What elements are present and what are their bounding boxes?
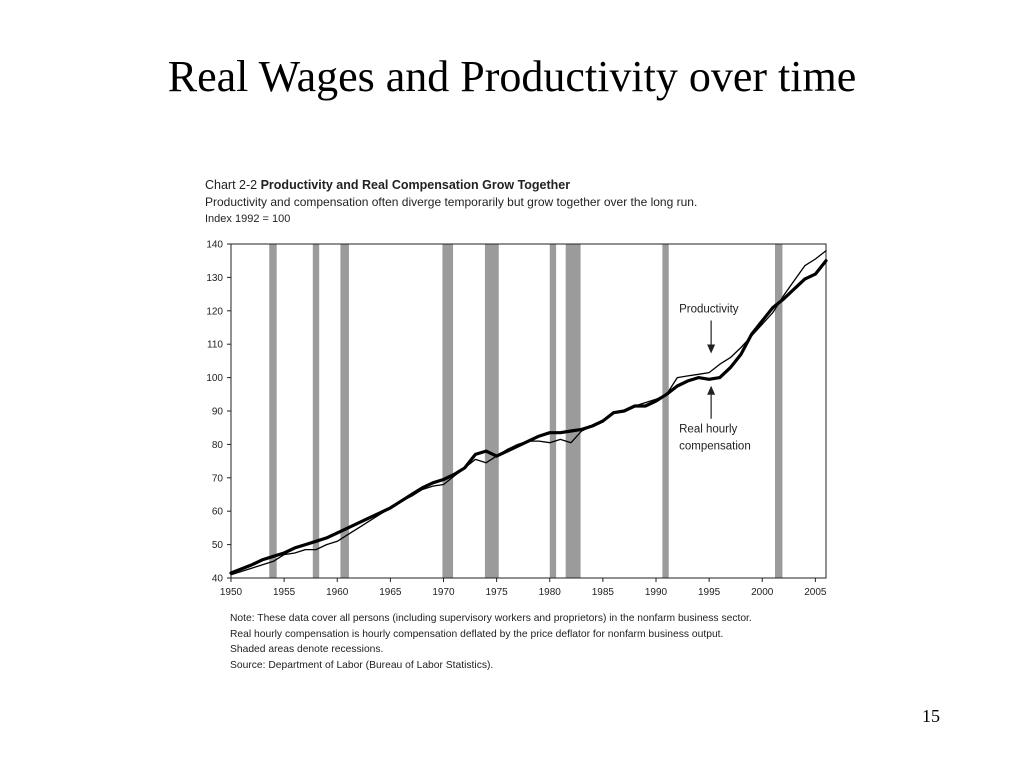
- recession-band: [442, 244, 454, 578]
- recession-band: [775, 244, 783, 578]
- y-tick-label: 50: [212, 540, 224, 551]
- note-line: Note: These data cover all persons (incl…: [230, 613, 752, 624]
- recession-band: [484, 244, 499, 578]
- page-number: 15: [922, 706, 940, 726]
- y-tick-label: 140: [206, 240, 223, 251]
- x-tick-label: 1950: [220, 587, 243, 598]
- x-tick-label: 1960: [326, 587, 349, 598]
- x-tick-label: 1965: [379, 587, 402, 598]
- arrow-down-head-icon: [707, 344, 716, 354]
- slide-title: Real Wages and Productivity over time: [167, 52, 857, 101]
- chart-subtitle: Productivity and compensation often dive…: [205, 195, 698, 209]
- series-line-productivity: [230, 250, 827, 576]
- x-tick-label: 1955: [273, 587, 296, 598]
- series-layer: [229, 250, 828, 576]
- recession-band: [269, 244, 277, 578]
- chart-label: Chart 2-2: [205, 178, 258, 192]
- x-tick-label: 1975: [486, 587, 509, 598]
- series-line-real-hourly-compensation: [229, 259, 828, 575]
- y-tick-label: 90: [212, 407, 224, 418]
- y-tick-label: 120: [206, 306, 223, 317]
- chart-index-note: Index 1992 = 100: [205, 213, 291, 225]
- axes: 40 50 60 70 80 90 100 110 120 130 140 1950 1955 1960 1…: [206, 240, 827, 599]
- y-tick-label: 40: [212, 574, 224, 585]
- note-line: Shaded areas denote recessions.: [230, 644, 384, 655]
- x-tick-label: 1995: [698, 587, 721, 598]
- source-line: Source: Department of Labor (Bureau of L…: [230, 659, 494, 671]
- chart-header: Chart 2-2 Productivity and Real Compensa…: [205, 177, 805, 227]
- annotations: Productivity Real hourly compensation: [679, 303, 751, 452]
- x-tick-label: 1970: [432, 587, 455, 598]
- x-tick-label: 1980: [539, 587, 562, 598]
- recession-band: [662, 244, 669, 578]
- annotation-compensation-line1: Real hourly: [679, 424, 737, 436]
- y-tick-label: 70: [212, 473, 224, 484]
- x-tick-label: 1985: [592, 587, 615, 598]
- recession-band: [549, 244, 557, 578]
- annotation-productivity: Productivity: [679, 303, 739, 315]
- recession-band: [340, 244, 349, 578]
- y-tick-label: 130: [206, 273, 223, 284]
- x-tick-label: 2000: [751, 587, 774, 598]
- arrow-up-head-icon: [707, 385, 716, 395]
- chart-notes: Note: These data cover all persons (incl…: [230, 611, 850, 673]
- y-tick-label: 60: [212, 507, 224, 518]
- chart-title-line: Chart 2-2 Productivity and Real Compensa…: [205, 177, 805, 193]
- chart-title: Productivity and Real Compensation Grow …: [260, 178, 571, 192]
- note-line: Real hourly compensation is hourly compe…: [230, 628, 724, 640]
- x-tick-label: 2005: [804, 587, 827, 598]
- x-tick-label: 1990: [645, 587, 668, 598]
- recession-band: [565, 244, 581, 578]
- plot-frame: [230, 243, 827, 579]
- y-tick-label: 80: [212, 440, 224, 451]
- y-tick-label: 100: [206, 373, 223, 384]
- y-tick-label: 110: [207, 340, 223, 351]
- recession-shading-layer: [269, 244, 783, 578]
- annotation-compensation-line2: compensation: [679, 440, 751, 452]
- recession-band: [312, 244, 320, 578]
